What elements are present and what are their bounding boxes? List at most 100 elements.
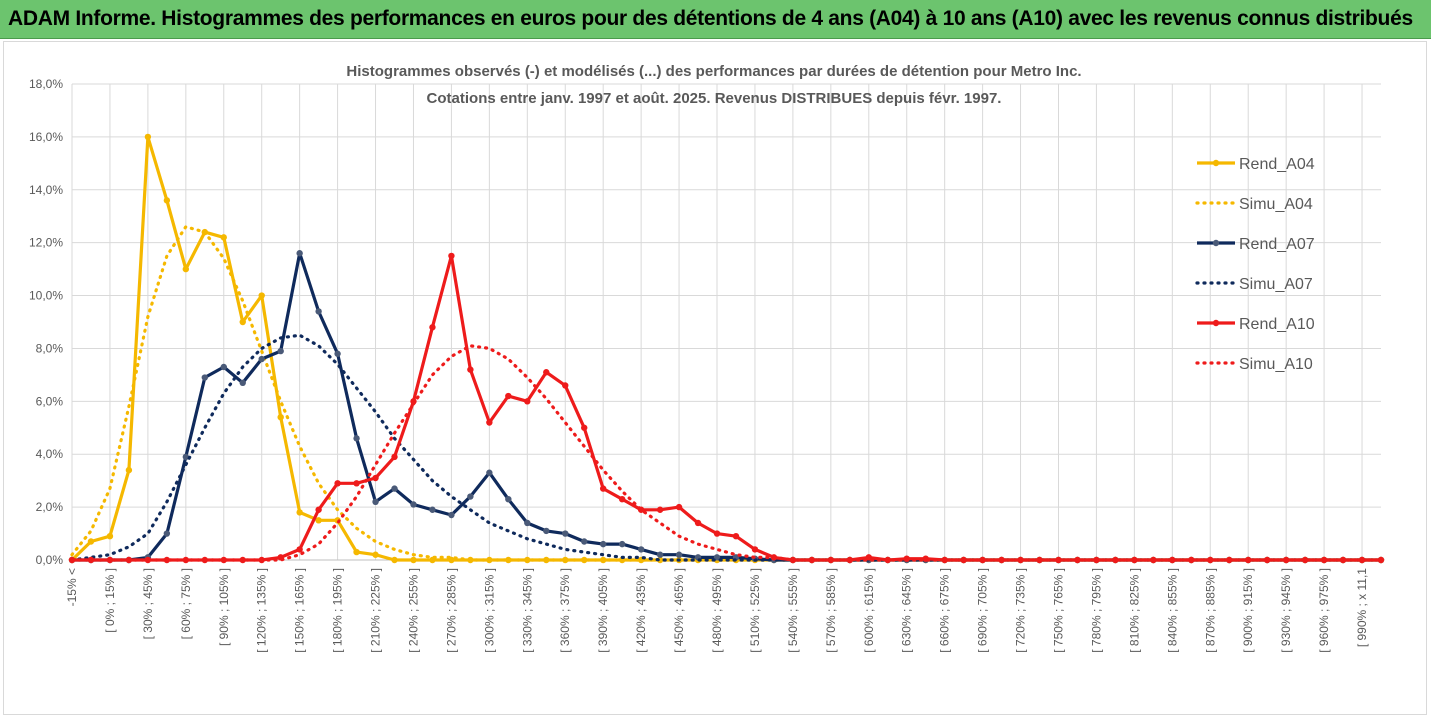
- x-tick-label: [ 600% ; 615% ]: [862, 568, 876, 653]
- data-point-rend-a10: [1131, 556, 1138, 564]
- data-point-rend-a07: [713, 554, 721, 561]
- data-point-rend-a07: [410, 501, 417, 508]
- data-point-rend-a04: [220, 234, 227, 241]
- data-point-rend-a10: [581, 424, 588, 431]
- data-point-rend-a10: [732, 533, 740, 540]
- data-point-rend-a10: [656, 506, 664, 513]
- x-tick-label: [ 690% ; 705% ]: [976, 568, 990, 653]
- data-point-rend-a07: [524, 519, 531, 527]
- data-point-rend-a04: [144, 133, 152, 141]
- data-point-rend-a04: [505, 556, 512, 564]
- data-point-rend-a10: [524, 398, 531, 405]
- legend-marker-rend-a04: [1212, 159, 1220, 167]
- data-point-rend-a04: [410, 556, 417, 564]
- data-point-rend-a10: [865, 554, 872, 561]
- legend-label-rend-a07: Rend_A07: [1239, 236, 1315, 253]
- y-tick-label: 14,0%: [29, 183, 63, 197]
- x-tick-label: [ 840% ; 855% ]: [1165, 568, 1179, 653]
- legend-marker-rend-a10: [1212, 319, 1220, 327]
- data-point-rend-a07: [505, 495, 512, 503]
- x-tick-label: [ 390% ; 405% ]: [596, 568, 610, 653]
- data-point-rend-a04: [391, 556, 398, 564]
- report-header: ADAM Informe. Histogrammes des performan…: [0, 0, 1431, 39]
- data-point-rend-a10: [1055, 556, 1062, 564]
- x-tick-label: [ 450% ; 465% ]: [672, 568, 686, 653]
- data-point-rend-a10: [467, 366, 474, 373]
- x-tick-label: [ 180% ; 195% ]: [331, 568, 345, 653]
- x-tick-label: [ 30% ; 45% ]: [141, 568, 155, 639]
- data-point-rend-a10: [1188, 556, 1195, 564]
- data-point-rend-a10: [353, 480, 360, 487]
- data-point-rend-a10: [391, 453, 398, 461]
- x-tick-label: [ 630% ; 645% ]: [900, 568, 914, 653]
- x-tick-label: [ 720% ; 735% ]: [1014, 568, 1028, 653]
- data-point-rend-a07: [353, 435, 360, 442]
- x-tick-label: [ 120% ; 135% ]: [255, 568, 269, 653]
- data-point-rend-a07: [372, 498, 379, 506]
- data-point-rend-a04: [258, 292, 265, 299]
- data-point-rend-a07: [182, 453, 190, 461]
- legend-label-rend-a04: Rend_A04: [1239, 156, 1315, 173]
- x-tick-label: [ 240% ; 255% ]: [406, 568, 420, 653]
- data-point-rend-a10: [334, 480, 341, 487]
- series-line-simu-a07: [70, 333, 1383, 562]
- data-point-rend-a04: [182, 265, 190, 273]
- data-point-rend-a10: [789, 556, 797, 564]
- data-point-rend-a07: [656, 551, 664, 558]
- data-point-rend-a10: [543, 369, 550, 376]
- data-point-rend-a10: [694, 519, 702, 527]
- data-point-rend-a10: [296, 546, 303, 553]
- data-point-rend-a04: [315, 517, 322, 524]
- data-point-rend-a07: [391, 485, 398, 492]
- data-point-rend-a10: [998, 556, 1005, 564]
- legend-marker-rend-a07: [1212, 239, 1220, 247]
- y-tick-label: 18,0%: [29, 77, 63, 91]
- x-tick-label: [ 570% ; 585% ]: [824, 568, 838, 653]
- data-point-rend-a07: [163, 530, 171, 537]
- data-point-rend-a04: [372, 551, 379, 558]
- data-point-rend-a10: [562, 382, 569, 389]
- x-tick-label: [ 870% ; 885% ]: [1203, 568, 1217, 653]
- data-point-rend-a10: [315, 506, 322, 513]
- data-point-rend-a07: [637, 546, 645, 553]
- data-point-rend-a04: [125, 466, 133, 474]
- data-point-rend-a10: [448, 252, 455, 260]
- x-tick-label: [ 540% ; 555% ]: [786, 568, 800, 653]
- report-title: ADAM Informe. Histogrammes des performan…: [8, 7, 1413, 30]
- data-point-rend-a07: [201, 374, 208, 381]
- data-point-rend-a07: [562, 530, 569, 537]
- x-tick-label: [ 960% ; 975% ]: [1317, 568, 1331, 653]
- x-tick-label: [ 0% ; 15% ]: [103, 568, 117, 633]
- data-point-rend-a10: [751, 546, 759, 553]
- data-point-rend-a10: [713, 530, 721, 537]
- data-point-rend-a10: [618, 495, 626, 503]
- series-line-simu-a10: [70, 344, 1383, 562]
- y-tick-label: 12,0%: [29, 236, 63, 250]
- data-point-rend-a07: [543, 527, 550, 535]
- data-point-rend-a10: [1074, 556, 1081, 564]
- y-tick-label: 10,0%: [29, 289, 63, 303]
- data-point-rend-a07: [599, 540, 607, 548]
- x-tick-label: [ 930% ; 945% ]: [1279, 568, 1293, 653]
- data-point-rend-a07: [486, 469, 493, 476]
- data-point-rend-a10: [675, 503, 683, 511]
- chart-subtitle: Cotations entre janv. 1997 et août. 2025…: [427, 90, 1002, 107]
- x-tick-label: [ 150% ; 165% ]: [293, 568, 307, 653]
- data-point-rend-a10: [808, 556, 816, 564]
- data-point-rend-a10: [163, 556, 171, 564]
- data-point-rend-a10: [599, 485, 607, 492]
- data-point-rend-a10: [220, 556, 227, 564]
- data-point-rend-a04: [562, 556, 569, 564]
- y-tick-label: 2,0%: [36, 500, 64, 514]
- data-point-rend-a10: [372, 474, 379, 482]
- data-point-rend-a07: [429, 506, 436, 513]
- data-point-rend-a10: [486, 419, 493, 426]
- series-line-rend-a07: [72, 251, 1381, 562]
- x-tick-label: [ 360% ; 375% ]: [558, 568, 572, 653]
- data-point-rend-a07: [258, 355, 265, 363]
- legend-label-simu-a04: Simu_A04: [1239, 196, 1313, 213]
- data-point-rend-a10: [1263, 556, 1271, 564]
- data-point-rend-a07: [334, 350, 341, 357]
- data-point-rend-a07: [296, 250, 303, 257]
